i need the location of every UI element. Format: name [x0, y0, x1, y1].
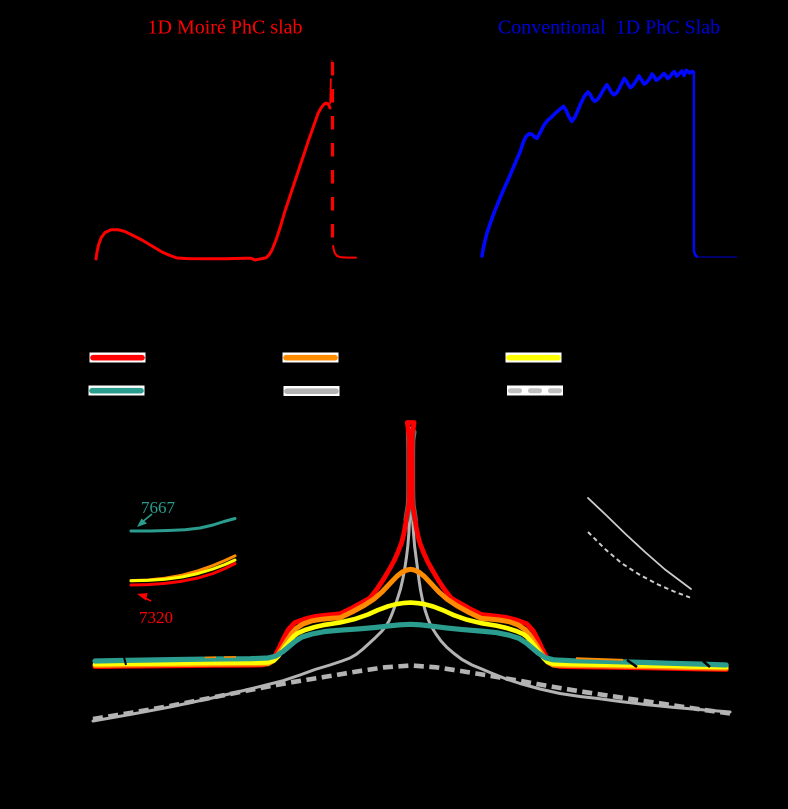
svg-text:7667: 7667 — [141, 498, 176, 517]
svg-text:Conventional 1D PhC Slab: Conventional 1D PhC Slab — [498, 17, 720, 39]
svg-text:7320: 7320 — [139, 608, 173, 627]
svg-text:1D Moiré PhC slab: 1D Moiré PhC slab — [148, 17, 303, 39]
